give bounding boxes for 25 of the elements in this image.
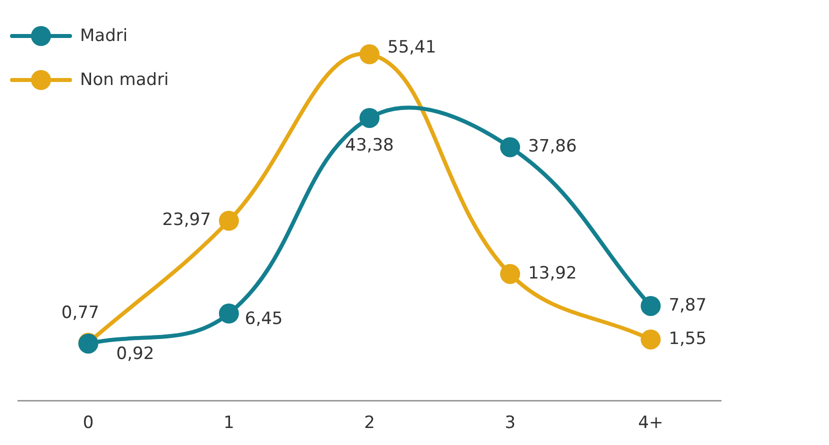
point: [218, 304, 239, 324]
point: [500, 264, 520, 284]
x-tick-label: 1: [223, 413, 234, 434]
legend-label: Non madri: [80, 70, 169, 90]
data-label: 6,45: [244, 308, 283, 329]
x-tick-label: 4+: [638, 413, 664, 434]
data-label: 0,92: [116, 344, 154, 364]
data-label: 7,87: [668, 295, 707, 316]
x-tick-label: 2: [364, 413, 375, 434]
x-tick-label: 0: [82, 413, 94, 434]
point: [500, 137, 520, 158]
point: [640, 329, 661, 350]
data-label: 1,55: [668, 328, 707, 349]
data-label: 0,77: [61, 303, 100, 323]
x-tick-label: 3: [504, 413, 516, 434]
data-label: 37,86: [528, 136, 577, 157]
point: [360, 108, 380, 128]
data-label: 23,97: [162, 210, 211, 230]
point: [360, 44, 380, 64]
legend-label: Madri: [80, 26, 128, 46]
data-label: 55,41: [388, 38, 436, 58]
data-label: 13,92: [528, 263, 577, 284]
data-label: 43,38: [345, 135, 394, 156]
point: [218, 210, 239, 231]
point: [640, 296, 661, 316]
